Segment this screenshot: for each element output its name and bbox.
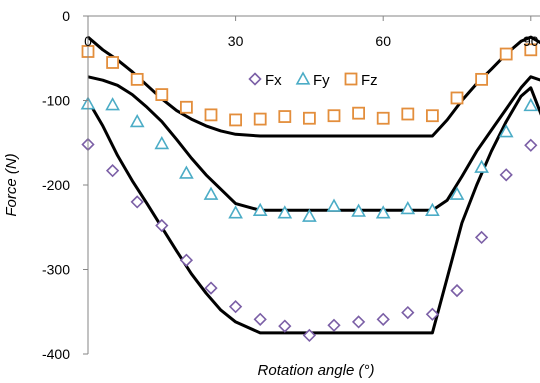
point-fy [252, 202, 268, 216]
point-fy [105, 97, 120, 111]
point-fz [450, 91, 464, 105]
point-fx [351, 315, 366, 329]
y-tick-label: -300 [42, 262, 70, 278]
legend: Fx Fy Fz [248, 71, 378, 89]
y-tick-label: -400 [42, 346, 70, 362]
point-fx [499, 168, 513, 182]
x-tick-label: 90 [523, 33, 539, 49]
x-axis-title: Rotation angle (°) [258, 362, 375, 379]
y-tick-label: 0 [62, 8, 70, 24]
point-fy [449, 186, 465, 200]
y-axis-title: Force (N) [3, 153, 20, 216]
point-fz [401, 107, 415, 121]
point-fz [155, 88, 169, 101]
point-fy [474, 159, 489, 173]
point-fy [400, 201, 416, 215]
point-fz [499, 47, 513, 61]
point-fx [327, 318, 341, 332]
point-fx [105, 164, 120, 178]
point-fx [474, 230, 489, 245]
point-fz [302, 111, 316, 125]
point-fz [253, 112, 267, 126]
point-fz [425, 109, 439, 123]
point-fz [229, 113, 243, 127]
point-fz [475, 72, 489, 86]
legend-marker-fx [248, 72, 262, 86]
point-fy [425, 202, 440, 216]
data-markers [80, 43, 539, 343]
point-fy [129, 113, 145, 128]
point-fx [302, 328, 317, 343]
x-tick-label: 0 [84, 33, 92, 49]
point-fy [351, 203, 366, 217]
point-fx [253, 312, 267, 326]
point-fz [524, 43, 538, 57]
point-fz [130, 72, 144, 86]
point-fy [277, 205, 293, 219]
x-tick-label: 30 [228, 33, 244, 49]
point-fy [375, 205, 391, 219]
point-fy [302, 208, 317, 222]
point-fx [278, 319, 292, 333]
point-fz [327, 109, 341, 123]
point-fz [106, 56, 119, 69]
point-fy [523, 97, 539, 112]
point-fx [401, 305, 415, 320]
point-fx [204, 281, 218, 295]
point-fy [498, 124, 514, 138]
point-fz [204, 108, 218, 122]
legend-label-fz: Fz [361, 72, 378, 89]
point-fx [228, 300, 243, 314]
point-fz [179, 100, 193, 114]
point-fx [130, 195, 144, 209]
axes [87, 15, 540, 354]
point-fx [524, 138, 538, 152]
point-fx [425, 307, 440, 321]
point-fz [376, 111, 390, 125]
point-fy [228, 205, 243, 219]
legend-label-fy: Fy [313, 72, 330, 89]
point-fx [155, 218, 169, 233]
point-fx [376, 312, 390, 326]
point-fz [352, 106, 366, 120]
point-fy [203, 186, 219, 200]
point-fy [326, 198, 342, 212]
point-fz [278, 110, 292, 123]
x-tick-label: 60 [375, 33, 391, 49]
point-fx [450, 283, 464, 298]
legend-marker-fz [344, 72, 358, 86]
legend-label-fx: Fx [265, 72, 282, 89]
legend-marker-fy [295, 71, 311, 85]
point-fy [154, 135, 170, 150]
point-fx [179, 253, 194, 267]
tick-labels: 0 -100 -200 -300 -400 0 30 60 90 [42, 8, 539, 362]
point-fy [179, 165, 194, 179]
y-tick-label: -100 [42, 93, 70, 109]
y-tick-label: -200 [42, 177, 70, 193]
